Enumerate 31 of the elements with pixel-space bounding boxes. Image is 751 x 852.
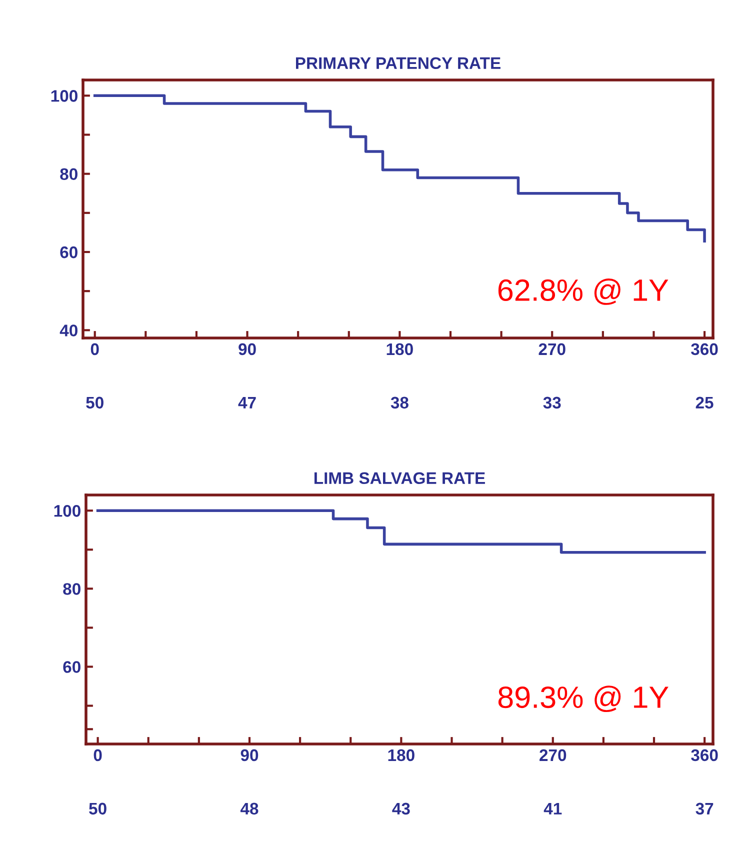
y-tick-label: 100 (51, 90, 78, 102)
x-tick-label: 180 (386, 343, 413, 356)
x-tick-label: 90 (238, 343, 256, 356)
x-tick-label: 270 (538, 343, 566, 356)
chart-title: LIMB SALVAGE RATE (314, 472, 485, 484)
y-tick-label: 60 (60, 246, 78, 258)
y-tick-label: 100 (54, 505, 80, 517)
text: 43 (392, 802, 410, 815)
text: 25 (696, 396, 714, 409)
x-tick-label: 180 (388, 749, 414, 762)
x-tick-label: 360 (691, 749, 718, 762)
y-tick-label: 80 (63, 583, 80, 595)
text: 50 (89, 802, 106, 815)
annotation: 62.8% @ 1Y (498, 278, 668, 305)
x-tick-label: 0 (94, 749, 102, 762)
text: 47 (238, 396, 256, 408)
text: 38 (390, 396, 408, 409)
text: 48 (240, 802, 258, 815)
text: 41 (544, 802, 562, 814)
x-tick-label: 0 (90, 343, 99, 356)
text: 37 (696, 802, 714, 815)
text: 50 (86, 396, 104, 409)
annotation: 89.3% @ 1Y (498, 686, 668, 712)
x-tick-label: 270 (540, 749, 566, 762)
x-tick-label: 360 (691, 343, 718, 356)
chart-title: PRIMARY PATENCY RATE (296, 57, 500, 70)
y-tick-label: 40 (60, 324, 78, 336)
x-tick-label: 90 (240, 749, 258, 762)
y-tick-label: 80 (60, 168, 78, 180)
text: 33 (543, 396, 561, 409)
y-tick-label: 60 (63, 661, 80, 673)
